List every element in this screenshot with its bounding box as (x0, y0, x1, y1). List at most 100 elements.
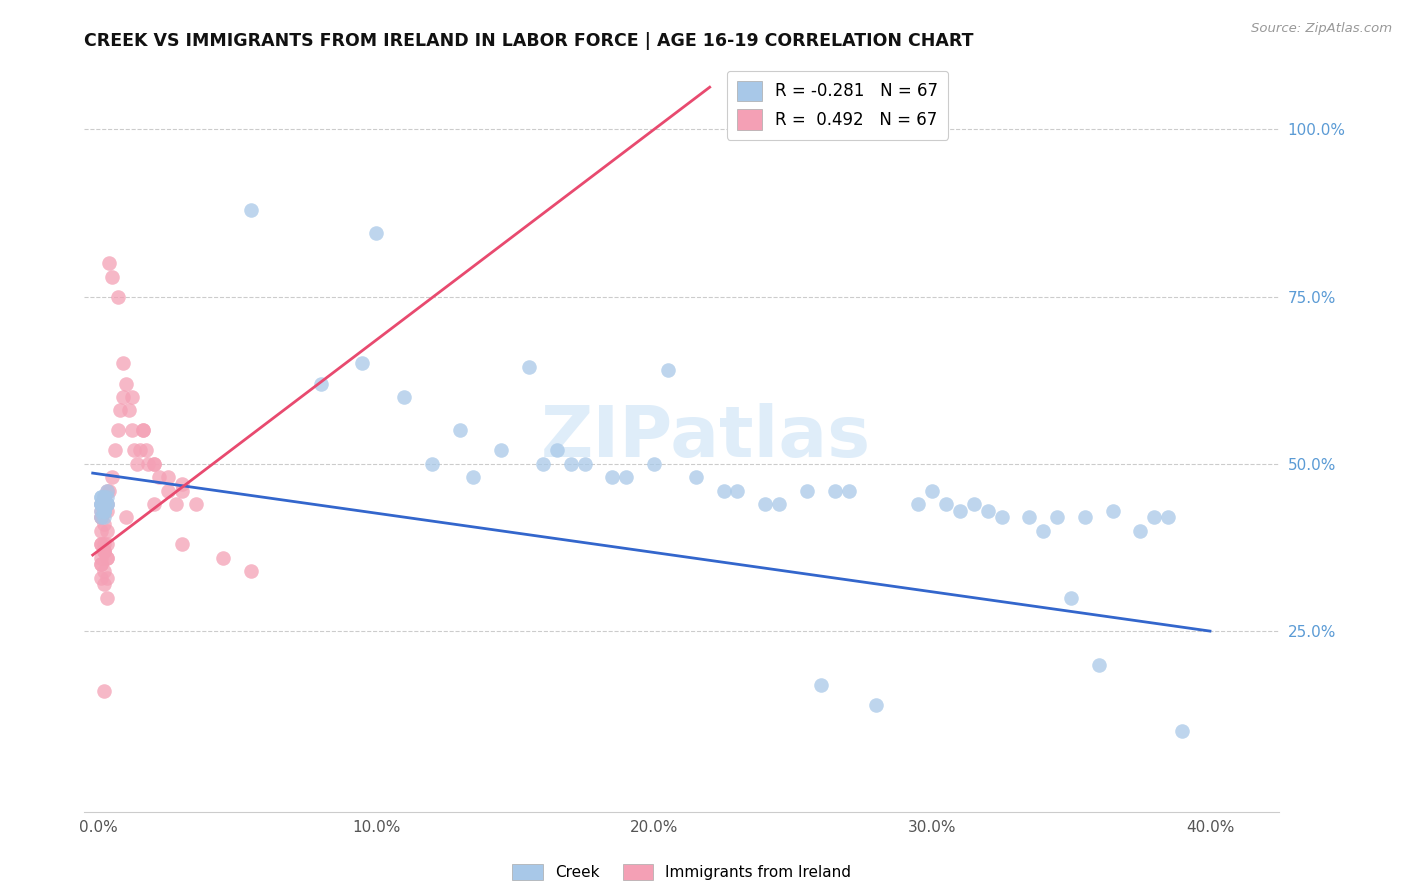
Point (148, 470, 170, 484)
Text: Source: ZipAtlas.com: Source: ZipAtlas.com (1251, 22, 1392, 36)
Point (93, 503, 115, 517)
Point (1032, 524, 1054, 538)
Point (93, 491, 115, 505)
Legend: Creek, Immigrants from Ireland: Creek, Immigrants from Ireland (506, 858, 858, 887)
Point (491, 443, 513, 458)
Point (907, 497, 929, 511)
Point (90, 510, 112, 524)
Point (90, 550, 112, 565)
Point (170, 483, 193, 498)
Point (531, 457, 554, 471)
Point (96, 591, 118, 605)
Point (129, 443, 152, 458)
Point (136, 457, 159, 471)
Point (93, 491, 115, 505)
Point (132, 424, 155, 438)
Point (96, 497, 118, 511)
Point (93, 537, 115, 551)
Point (90, 497, 112, 511)
Point (93, 544, 115, 558)
Point (949, 503, 972, 517)
Point (366, 226, 388, 240)
Point (90, 524, 112, 538)
Point (352, 356, 374, 371)
Point (602, 470, 624, 484)
Point (574, 457, 596, 471)
Point (107, 424, 129, 438)
Text: ZIPatlas: ZIPatlas (541, 402, 870, 472)
Point (93, 544, 115, 558)
Point (1171, 724, 1194, 739)
Point (1074, 510, 1097, 524)
Point (93, 510, 115, 524)
Point (838, 483, 860, 498)
Point (90, 510, 112, 524)
Point (142, 497, 165, 511)
Point (727, 483, 749, 498)
Point (96, 483, 118, 498)
Point (90, 497, 112, 511)
Point (90, 510, 112, 524)
Point (796, 483, 818, 498)
Point (96, 550, 118, 565)
Point (643, 457, 665, 471)
Point (142, 457, 165, 471)
Point (1143, 510, 1166, 524)
Point (93, 577, 115, 591)
Point (560, 457, 582, 471)
Point (96, 483, 118, 498)
Point (93, 564, 115, 578)
Point (93, 491, 115, 505)
Point (685, 470, 707, 484)
Point (93, 503, 115, 517)
Point (90, 497, 112, 511)
Point (768, 497, 790, 511)
Point (96, 524, 118, 538)
Point (156, 483, 179, 498)
Point (90, 491, 112, 505)
Text: CREEK VS IMMIGRANTS FROM IRELAND IN LABOR FORCE | AGE 16-19 CORRELATION CHART: CREEK VS IMMIGRANTS FROM IRELAND IN LABO… (84, 32, 974, 50)
Point (121, 390, 143, 404)
Point (184, 497, 207, 511)
Point (115, 376, 138, 391)
Point (614, 470, 637, 484)
Point (754, 497, 776, 511)
Point (156, 470, 179, 484)
Point (93, 503, 115, 517)
Point (921, 483, 943, 498)
Point (865, 698, 887, 712)
Point (810, 678, 832, 692)
Point (963, 497, 986, 511)
Point (112, 390, 135, 404)
Point (96, 497, 118, 511)
Point (93, 544, 115, 558)
Point (127, 457, 149, 471)
Point (713, 483, 735, 498)
Point (824, 483, 846, 498)
Point (1088, 657, 1111, 672)
Point (309, 376, 332, 391)
Point (463, 470, 485, 484)
Point (115, 510, 138, 524)
Point (170, 476, 193, 491)
Point (101, 269, 124, 284)
Point (1060, 591, 1083, 605)
Point (112, 356, 135, 371)
Point (392, 390, 415, 404)
Point (107, 289, 129, 303)
Point (165, 497, 187, 511)
Point (90, 537, 112, 551)
Point (98, 256, 121, 270)
Point (657, 363, 679, 377)
Point (93, 497, 115, 511)
Point (118, 403, 141, 417)
Point (124, 443, 146, 458)
Point (90, 503, 112, 517)
Point (142, 457, 165, 471)
Point (93, 517, 115, 532)
Point (93, 503, 115, 517)
Point (93, 497, 115, 511)
Point (976, 503, 998, 517)
Point (93, 503, 115, 517)
Point (93, 503, 115, 517)
